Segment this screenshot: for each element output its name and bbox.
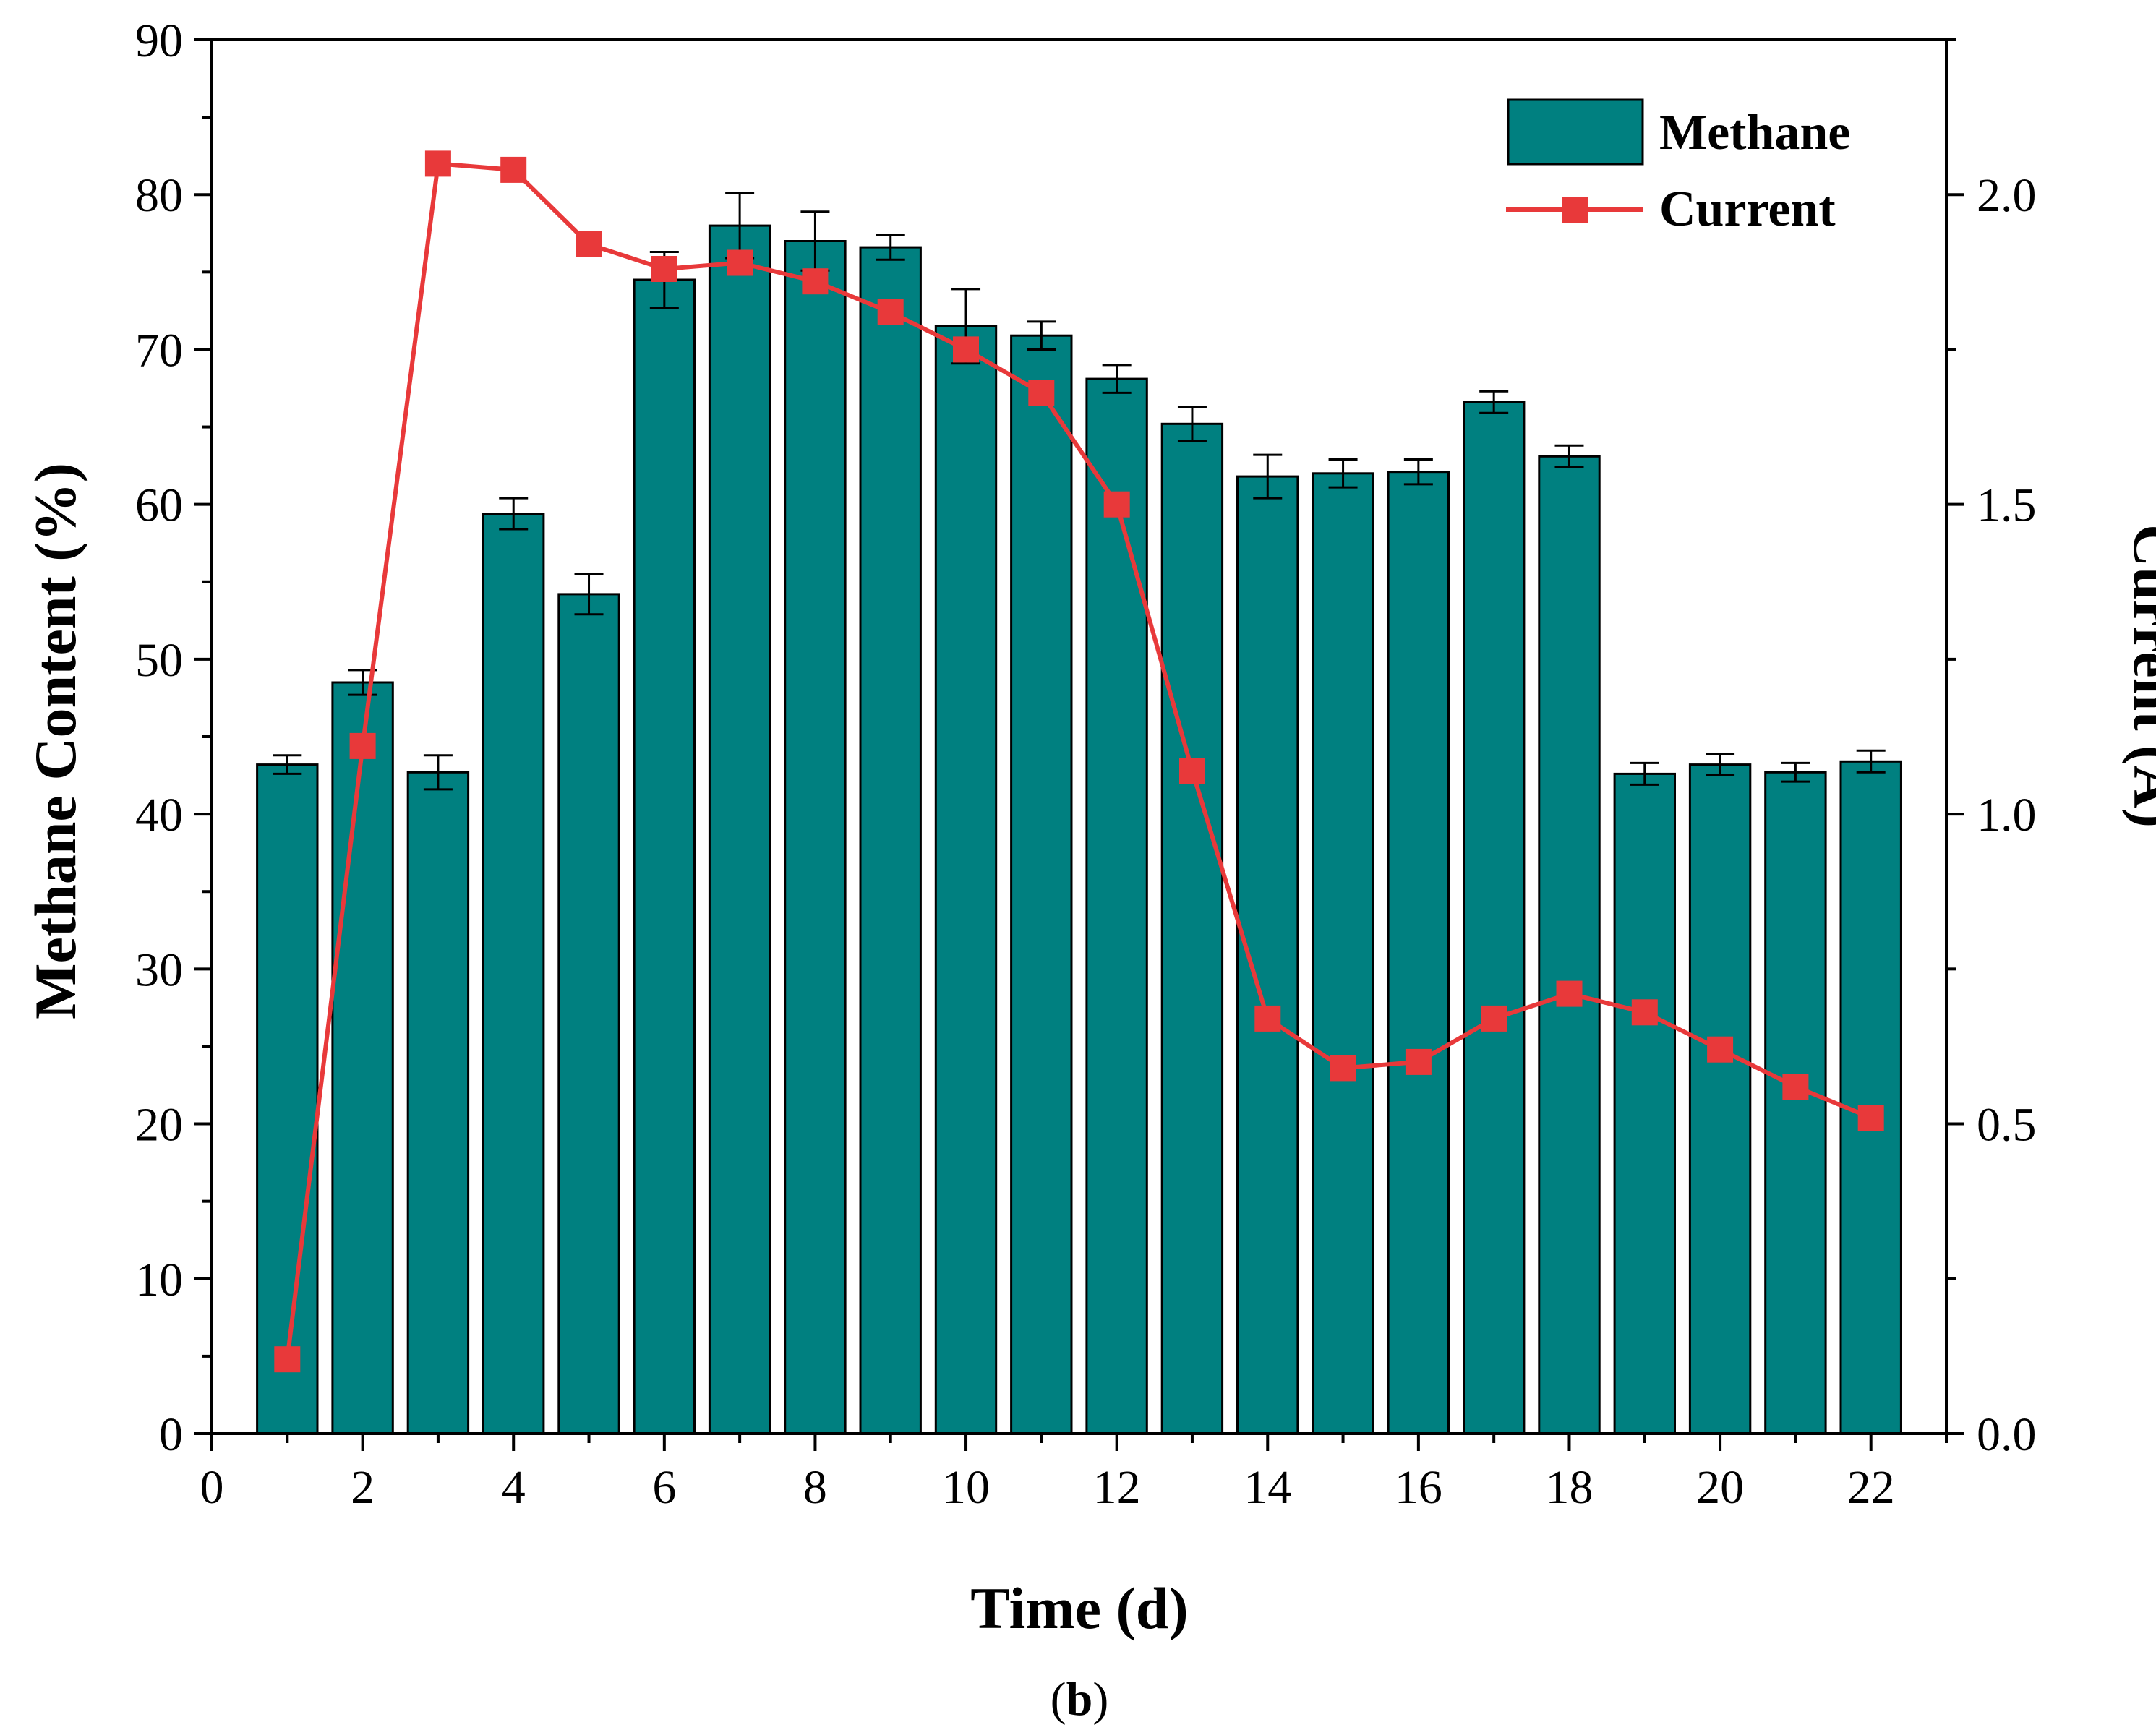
axes [194, 38, 1964, 1451]
caption-open-paren: ( [1051, 1673, 1066, 1726]
methane-bar [708, 224, 771, 1435]
current-marker [1782, 1074, 1809, 1100]
methane-bar [784, 240, 847, 1435]
x-axis-title: Time (d) [970, 1575, 1188, 1641]
methane-bar [1839, 760, 1902, 1435]
legend-current-label: Current [1659, 181, 1836, 237]
y-axis-left-title: Methane Content (%) [22, 463, 88, 1019]
x-tick-label: 4 [502, 1461, 526, 1514]
caption-letter: b [1066, 1673, 1093, 1726]
x-tick-label: 20 [1696, 1461, 1744, 1514]
current-marker [1631, 999, 1658, 1026]
current-marker [1103, 491, 1130, 518]
current-series [274, 150, 1884, 1373]
figure-caption: (b) [1051, 1673, 1109, 1726]
current-marker [1330, 1055, 1356, 1082]
methane-bars [256, 224, 1902, 1435]
methane-bar [1387, 471, 1450, 1435]
methane-bar [482, 513, 545, 1435]
methane-bar [934, 325, 998, 1435]
legend-current-marker [1562, 197, 1588, 223]
y-right-tick-label: 2.0 [1977, 169, 2037, 222]
tick-labels: 0 2 4 6 8 10 12 14 16 18 20 22 0 10 20 30 40 50 60 70 80 90 0.… [135, 14, 2037, 1514]
methane-bar [331, 681, 394, 1435]
x-tick-label: 10 [942, 1461, 990, 1514]
legend-methane-swatch [1507, 98, 1644, 166]
methane-error-bars [273, 192, 1886, 791]
y-right-tick-label: 1.5 [1977, 479, 2037, 532]
y-left-tick-label: 20 [135, 1099, 183, 1152]
methane-bar [1764, 771, 1827, 1435]
x-tick-label: 14 [1244, 1461, 1291, 1514]
current-line [285, 161, 1872, 1360]
methane-bar [1538, 455, 1601, 1435]
methane-bar [406, 771, 470, 1435]
x-tick-label: 16 [1395, 1461, 1442, 1514]
current-marker [274, 1346, 301, 1373]
current-marker [1857, 1105, 1884, 1131]
x-tick-label: 8 [803, 1461, 827, 1514]
y-left-tick-label: 30 [135, 943, 183, 996]
current-marker [349, 732, 376, 759]
methane-bar [557, 593, 620, 1435]
y-left-tick-label: 90 [135, 14, 183, 67]
legend: Methane Current [1506, 98, 1850, 237]
current-marker [1254, 1005, 1281, 1032]
current-marker [727, 249, 753, 276]
x-tick-label: 2 [351, 1461, 375, 1514]
y-left-tick-label: 80 [135, 169, 183, 222]
current-marker [877, 299, 904, 325]
methane-bar [256, 763, 319, 1435]
current-marker [1179, 758, 1205, 784]
current-marker [1028, 380, 1055, 406]
current-marker [651, 256, 677, 282]
x-tick-label: 6 [652, 1461, 676, 1514]
y-left-tick-label: 70 [135, 324, 183, 377]
y-right-tick-label: 1.0 [1977, 789, 2037, 842]
methane-bar [1085, 377, 1148, 1435]
x-tick-label: 22 [1847, 1461, 1895, 1514]
methane-bar [1688, 763, 1752, 1435]
current-marker [424, 150, 451, 177]
x-tick-label: 12 [1093, 1461, 1141, 1514]
caption-close-paren: ) [1092, 1673, 1108, 1726]
methane-bar [1160, 422, 1224, 1435]
current-marker [500, 156, 527, 183]
methane-bar [1463, 401, 1526, 1435]
current-marker [1556, 980, 1583, 1007]
y-right-tick-label: 0.5 [1977, 1099, 2037, 1152]
y-left-tick-label: 0 [159, 1408, 183, 1461]
legend-methane-label: Methane [1659, 105, 1850, 160]
current-marker [1405, 1048, 1432, 1075]
current-marker [1707, 1036, 1734, 1063]
current-marker [576, 231, 602, 257]
y-right-tick-label: 0.0 [1977, 1408, 2037, 1461]
y-left-tick-label: 40 [135, 789, 183, 842]
x-tick-label: 0 [200, 1461, 224, 1514]
methane-bar [859, 246, 922, 1435]
methane-bar [633, 278, 696, 1435]
methane-bar [1312, 472, 1374, 1435]
y-left-tick-label: 60 [135, 479, 183, 532]
y-left-tick-label: 50 [135, 634, 183, 687]
methane-bar [1010, 334, 1073, 1435]
current-marker [802, 268, 829, 295]
y-left-tick-label: 10 [135, 1254, 183, 1306]
current-marker [1481, 1005, 1507, 1032]
current-marker [953, 336, 979, 363]
methane-bar [1613, 772, 1677, 1435]
x-tick-label: 18 [1545, 1461, 1593, 1514]
plot-frame [210, 38, 1948, 1435]
y-axis-right-title: Current (A) [2121, 524, 2156, 828]
